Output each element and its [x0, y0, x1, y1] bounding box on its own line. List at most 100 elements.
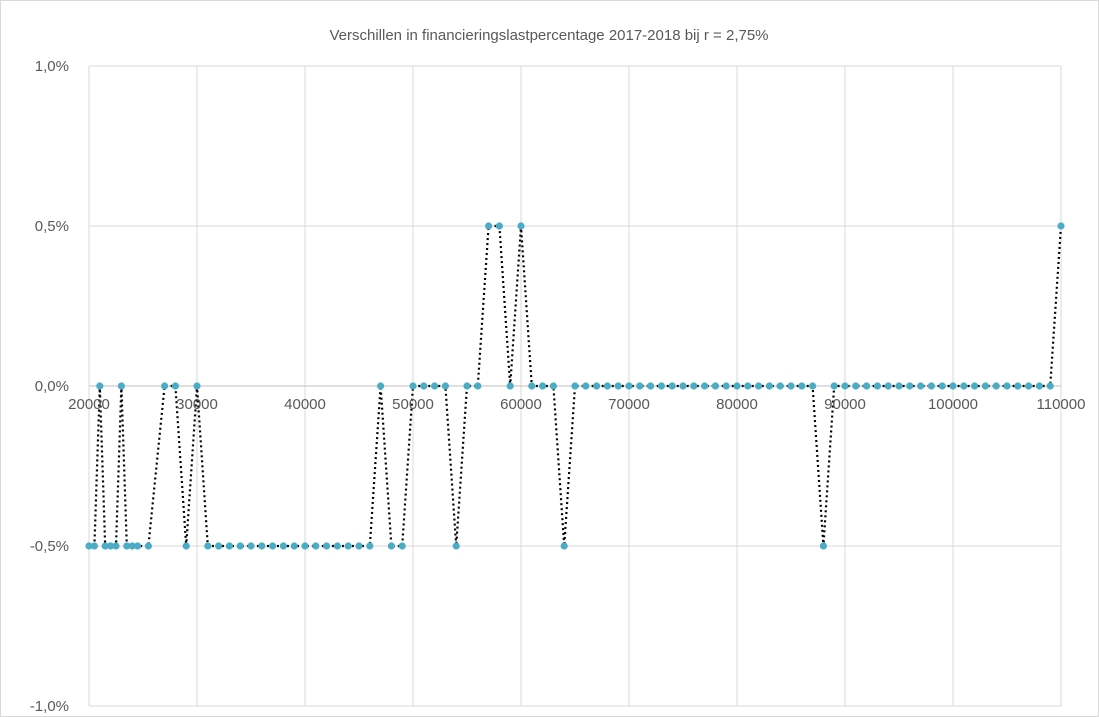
x-tick-label: 60000: [500, 396, 542, 413]
data-point: [258, 542, 266, 550]
data-point: [895, 382, 903, 390]
y-tick-label: -0,5%: [30, 538, 69, 555]
data-point: [398, 542, 406, 550]
data-point: [571, 382, 579, 390]
data-point: [679, 382, 687, 390]
data-point: [593, 382, 601, 390]
x-tick-label: 90000: [824, 396, 866, 413]
data-point: [787, 382, 795, 390]
data-point: [204, 542, 212, 550]
x-tick-label: 50000: [392, 396, 434, 413]
data-point: [809, 382, 817, 390]
x-tick-label: 40000: [284, 396, 326, 413]
data-point: [225, 542, 233, 550]
data-point: [560, 542, 568, 550]
data-point: [312, 542, 320, 550]
data-point: [431, 382, 439, 390]
data-point: [161, 382, 169, 390]
data-point: [323, 542, 331, 550]
data-point: [495, 222, 503, 230]
data-point: [798, 382, 806, 390]
data-point: [744, 382, 752, 390]
data-point: [1003, 382, 1011, 390]
data-point: [301, 542, 309, 550]
y-tick-label: 1,0%: [35, 58, 69, 75]
data-point: [387, 542, 395, 550]
data-point: [107, 542, 115, 550]
x-tick-label: 70000: [608, 396, 650, 413]
data-point: [90, 542, 98, 550]
data-point: [344, 542, 352, 550]
data-point: [290, 542, 298, 550]
data-point: [971, 382, 979, 390]
y-tick-label: 0,0%: [35, 378, 69, 395]
data-point: [657, 382, 666, 390]
data-point: [85, 542, 93, 550]
data-point: [117, 382, 125, 390]
data-point: [917, 382, 925, 390]
data-point: [1014, 382, 1022, 390]
data-point: [960, 382, 968, 390]
data-point: [549, 382, 558, 390]
data-point: [474, 382, 482, 390]
data-point: [193, 382, 201, 390]
data-point: [112, 542, 120, 550]
x-tick-label: 110000: [1037, 396, 1086, 413]
data-point: [603, 382, 612, 390]
chart-title: Verschillen in financieringslastpercenta…: [329, 27, 768, 44]
data-point: [377, 382, 385, 390]
data-point: [144, 542, 152, 550]
y-tick-label: 0,5%: [35, 218, 69, 235]
data-point: [485, 222, 493, 230]
data-point: [582, 382, 590, 390]
data-point: [722, 382, 730, 390]
data-point: [765, 382, 774, 390]
data-point: [355, 542, 363, 550]
data-point: [517, 222, 525, 230]
data-point: [830, 382, 838, 390]
data-point: [247, 542, 255, 550]
data-point: [463, 382, 471, 390]
data-point: [409, 382, 417, 390]
data-point: [101, 542, 109, 550]
data-point: [134, 542, 142, 550]
data-point: [441, 382, 449, 390]
data-point: [701, 382, 709, 390]
data-point: [852, 382, 860, 390]
data-point: [1025, 382, 1033, 390]
data-point: [269, 542, 277, 550]
data-point: [528, 382, 536, 390]
data-point: [539, 382, 547, 390]
data-point: [452, 542, 460, 550]
data-point: [123, 542, 131, 550]
data-point: [819, 542, 828, 550]
data-point: [647, 382, 655, 390]
data-point: [128, 542, 136, 550]
data-point: [96, 382, 104, 390]
data-point: [906, 382, 914, 390]
data-point: [992, 382, 1000, 390]
data-point: [333, 542, 341, 550]
data-point: [420, 382, 428, 390]
data-point: [873, 382, 882, 390]
data-point: [1046, 382, 1054, 390]
data-point: [884, 382, 892, 390]
data-point: [733, 382, 741, 390]
x-tick-label: 30000: [176, 396, 218, 413]
data-point: [668, 382, 676, 390]
data-point: [614, 382, 622, 390]
data-point: [182, 542, 190, 550]
data-point: [863, 382, 871, 390]
data-point: [927, 382, 936, 390]
tick-labels: 20000 30000 40000 50000 60000 70000 80000 90000…: [30, 58, 1086, 715]
data-point: [711, 382, 720, 390]
data-point: [171, 382, 179, 390]
data-point: [755, 382, 763, 390]
data-point: [776, 382, 784, 390]
y-tick-label: -1,0%: [30, 698, 69, 715]
data-point: [279, 542, 287, 550]
data-point: [1035, 382, 1043, 390]
data-point: [625, 382, 633, 390]
